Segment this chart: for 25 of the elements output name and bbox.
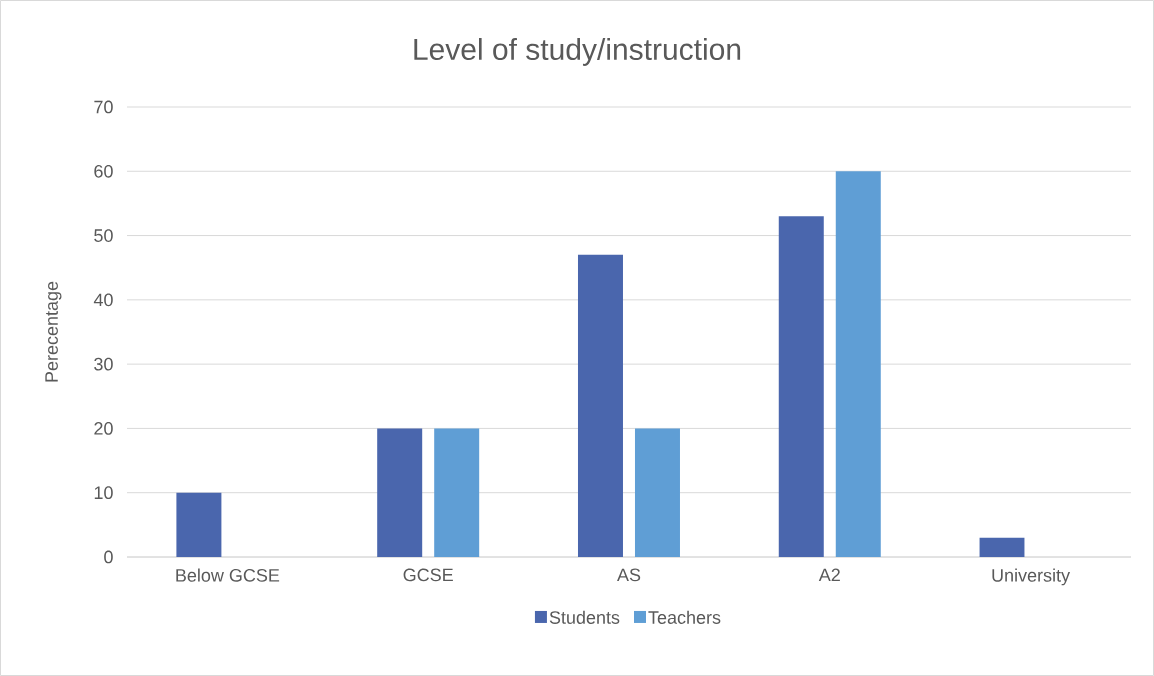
bar — [778, 216, 824, 557]
x-tick-label: GCSE — [403, 568, 453, 582]
x-tick-label: University — [992, 568, 1071, 586]
bar — [176, 492, 222, 557]
y-tick-label: 60 — [94, 164, 113, 178]
chart-title: Level of study/instruction — [414, 38, 741, 66]
y-tick-label: 0 — [104, 550, 113, 564]
y-tick-label: 30 — [94, 357, 113, 371]
y-tick-label: 70 — [94, 100, 113, 114]
y-axis-title: Perecentage — [45, 281, 62, 382]
bar — [634, 428, 680, 557]
x-tick-label: AS — [617, 568, 641, 582]
bar — [835, 171, 881, 557]
bar — [979, 537, 1025, 557]
bar — [434, 428, 480, 557]
y-tick-label: 40 — [93, 293, 113, 307]
y-tick-label: 10 — [94, 486, 113, 500]
x-tick-label: Below GCSE — [176, 568, 280, 582]
y-tick-label: 50 — [94, 229, 113, 242]
bar — [577, 254, 623, 557]
y-tick-label: 20 — [94, 422, 113, 435]
bar — [377, 428, 423, 557]
legend-label: Students — [549, 610, 620, 624]
legend-label: Teachers — [648, 610, 721, 624]
x-tick-label: A2 — [818, 568, 840, 582]
